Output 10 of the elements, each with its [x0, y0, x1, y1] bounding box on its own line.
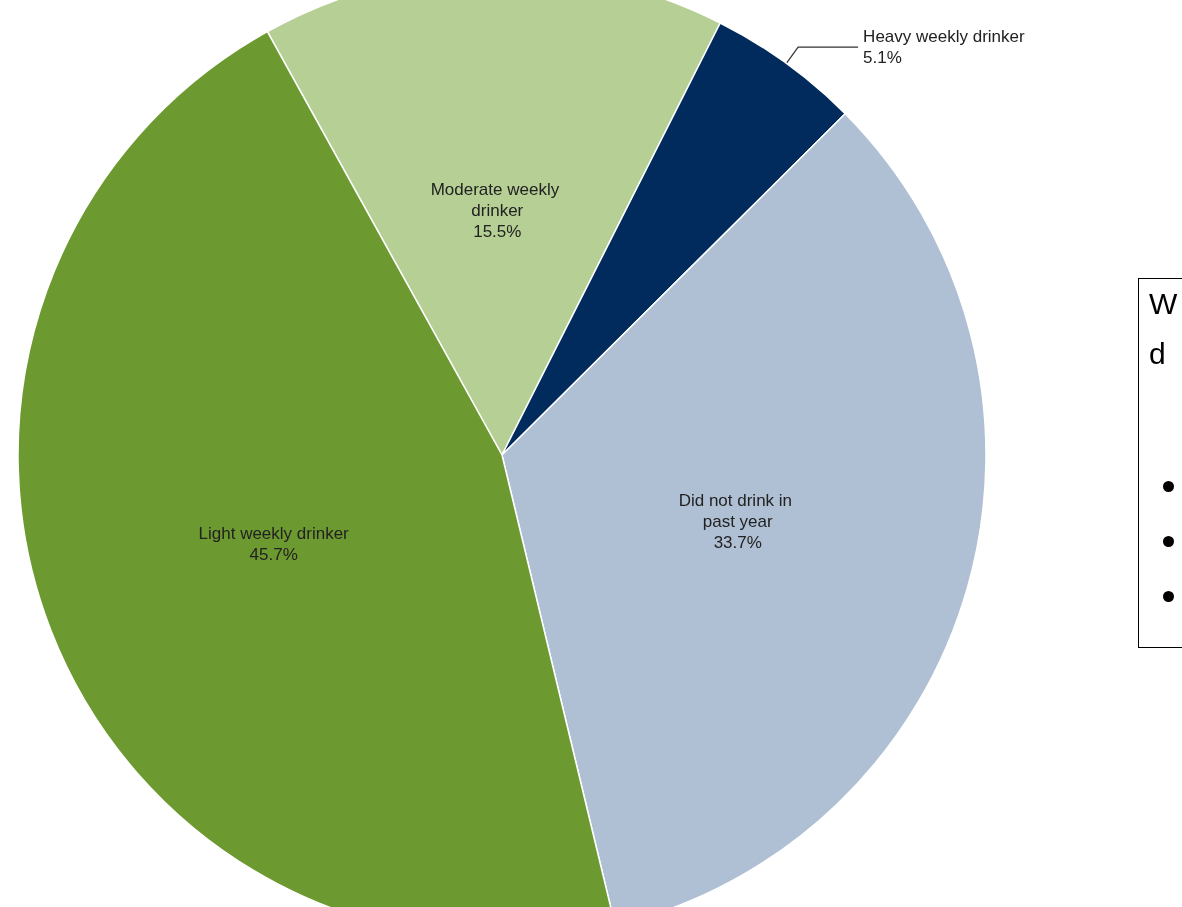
data-label: 5.1%: [863, 48, 902, 68]
data-label: 33.7%: [713, 533, 762, 553]
data-label: 15.5%: [473, 221, 522, 241]
slice-label: Did not drink in past year: [678, 491, 797, 532]
slice-label: Light weekly drinker: [198, 523, 350, 543]
text: d: [1149, 337, 1166, 371]
text: W: [1149, 287, 1178, 321]
slice-label: Heavy weekly drinker: [863, 27, 1025, 47]
slice-label: Moderate weekly drinker: [430, 179, 564, 220]
data-label: 45.7%: [249, 544, 298, 564]
